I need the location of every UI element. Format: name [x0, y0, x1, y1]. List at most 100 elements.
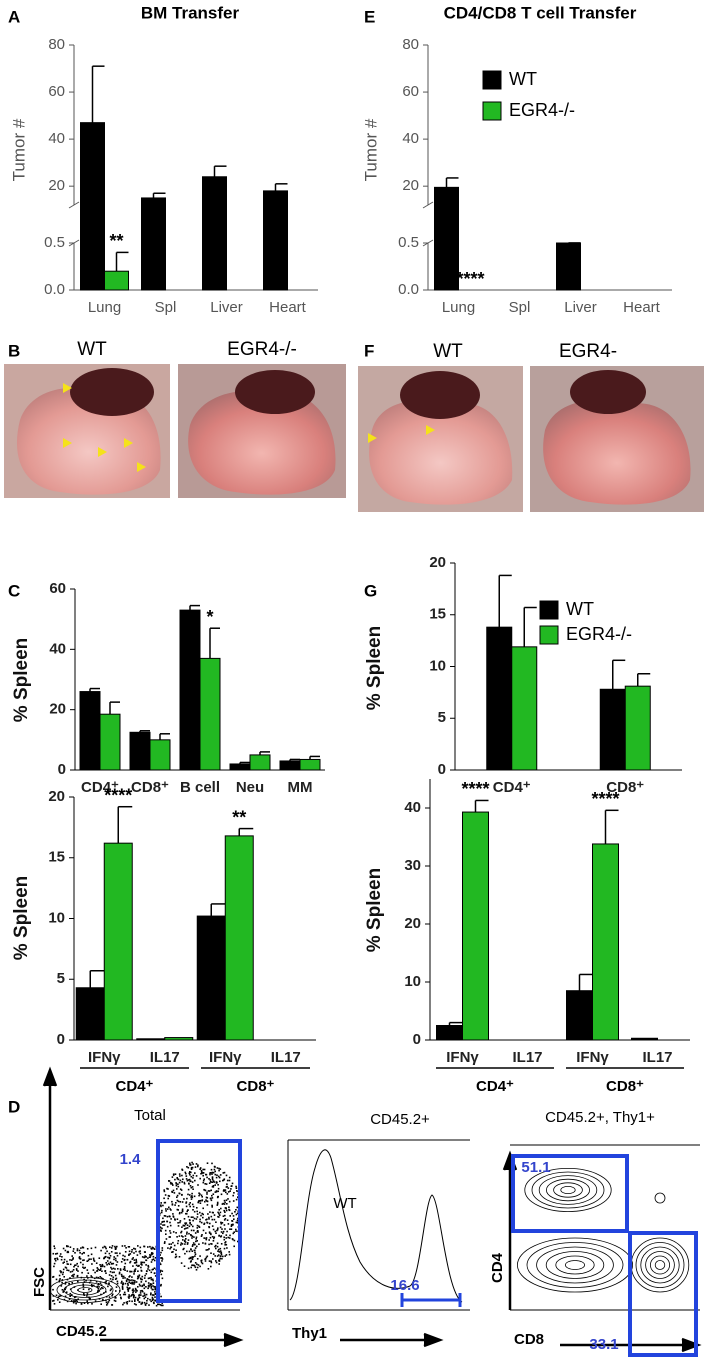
dot: [129, 1279, 131, 1282]
bar: [80, 122, 105, 291]
dot: [224, 1241, 227, 1243]
axes: [42, 1066, 702, 1353]
dot: [231, 1224, 233, 1226]
dot: [203, 1168, 206, 1171]
dot: [196, 1230, 199, 1233]
significance: ****: [461, 779, 489, 799]
dot: [206, 1193, 208, 1195]
dot: [211, 1211, 214, 1214]
dot: [151, 1268, 154, 1271]
dot: [219, 1247, 222, 1250]
dot: [150, 1287, 153, 1289]
dot: [186, 1210, 188, 1213]
dot: [219, 1257, 221, 1260]
dot: [86, 1248, 89, 1250]
dot: [237, 1217, 239, 1220]
dot: [90, 1247, 93, 1250]
dot: [79, 1252, 81, 1254]
dot: [204, 1189, 207, 1192]
dot: [176, 1236, 178, 1238]
dot: [206, 1200, 208, 1202]
x-tick-label: IFNγ: [446, 1049, 479, 1066]
dot: [214, 1184, 216, 1186]
dot: [194, 1253, 197, 1255]
dot: [208, 1248, 210, 1250]
dot: [160, 1211, 163, 1214]
dot: [215, 1182, 218, 1184]
dot: [126, 1278, 129, 1281]
dot: [191, 1256, 193, 1258]
dot: [126, 1301, 129, 1303]
dot: [231, 1212, 233, 1215]
bar: [263, 190, 288, 291]
dot: [139, 1246, 142, 1249]
dot: [131, 1300, 133, 1303]
dot: [180, 1231, 182, 1234]
dot: [106, 1304, 108, 1306]
gate-value: 16.6: [390, 1277, 419, 1294]
dot: [236, 1212, 239, 1215]
dot: [75, 1302, 77, 1305]
dot: [131, 1281, 133, 1284]
dot: [175, 1255, 178, 1258]
dot: [230, 1188, 232, 1190]
dot: [177, 1185, 180, 1188]
dot: [214, 1173, 217, 1176]
dot: [201, 1196, 203, 1198]
dot: [183, 1225, 186, 1227]
dot: [66, 1263, 69, 1265]
dot: [124, 1251, 127, 1253]
dot: [220, 1243, 223, 1245]
dot: [228, 1200, 231, 1203]
dot: [133, 1262, 136, 1264]
dot: [133, 1283, 135, 1285]
dot: [128, 1254, 130, 1256]
dot: [201, 1172, 203, 1175]
dot: [66, 1300, 69, 1303]
dot: [88, 1258, 90, 1260]
dot: [150, 1261, 153, 1263]
legend-label: WT: [566, 599, 594, 619]
y-tick-label: 20: [402, 177, 419, 194]
dot: [217, 1248, 220, 1251]
bar: [149, 739, 171, 771]
dot: [122, 1277, 124, 1279]
dot: [147, 1297, 149, 1300]
dot: [72, 1275, 75, 1278]
dot: [64, 1288, 66, 1291]
dot: [102, 1287, 104, 1290]
dot: [67, 1263, 69, 1265]
dot: [224, 1218, 227, 1220]
dot: [107, 1256, 109, 1259]
dot: [222, 1172, 225, 1174]
x-tick-label: Spl: [155, 299, 177, 316]
dot: [171, 1203, 174, 1205]
dot: [60, 1258, 63, 1261]
dot: [191, 1250, 194, 1252]
dot: [223, 1224, 226, 1226]
dot: [62, 1268, 65, 1271]
dot: [223, 1209, 225, 1212]
chart-title: BM Transfer: [141, 3, 240, 22]
dot: [233, 1239, 236, 1242]
bar: [136, 1038, 166, 1041]
dot: [210, 1265, 212, 1268]
dot: [212, 1171, 215, 1174]
dot: [198, 1243, 200, 1245]
dot: [87, 1272, 90, 1274]
contour: [630, 1237, 690, 1293]
dot: [204, 1260, 207, 1262]
dot: [216, 1201, 219, 1204]
dot: [189, 1202, 191, 1204]
dot: [169, 1181, 172, 1184]
panel-label: E: [364, 7, 375, 26]
dot: [129, 1253, 132, 1255]
dot: [194, 1251, 196, 1254]
dot: [168, 1243, 171, 1245]
dot: [144, 1296, 147, 1298]
dot: [54, 1257, 57, 1260]
dot: [165, 1233, 167, 1235]
x-tick-label: CD8⁺: [606, 779, 644, 796]
dot: [225, 1234, 228, 1236]
